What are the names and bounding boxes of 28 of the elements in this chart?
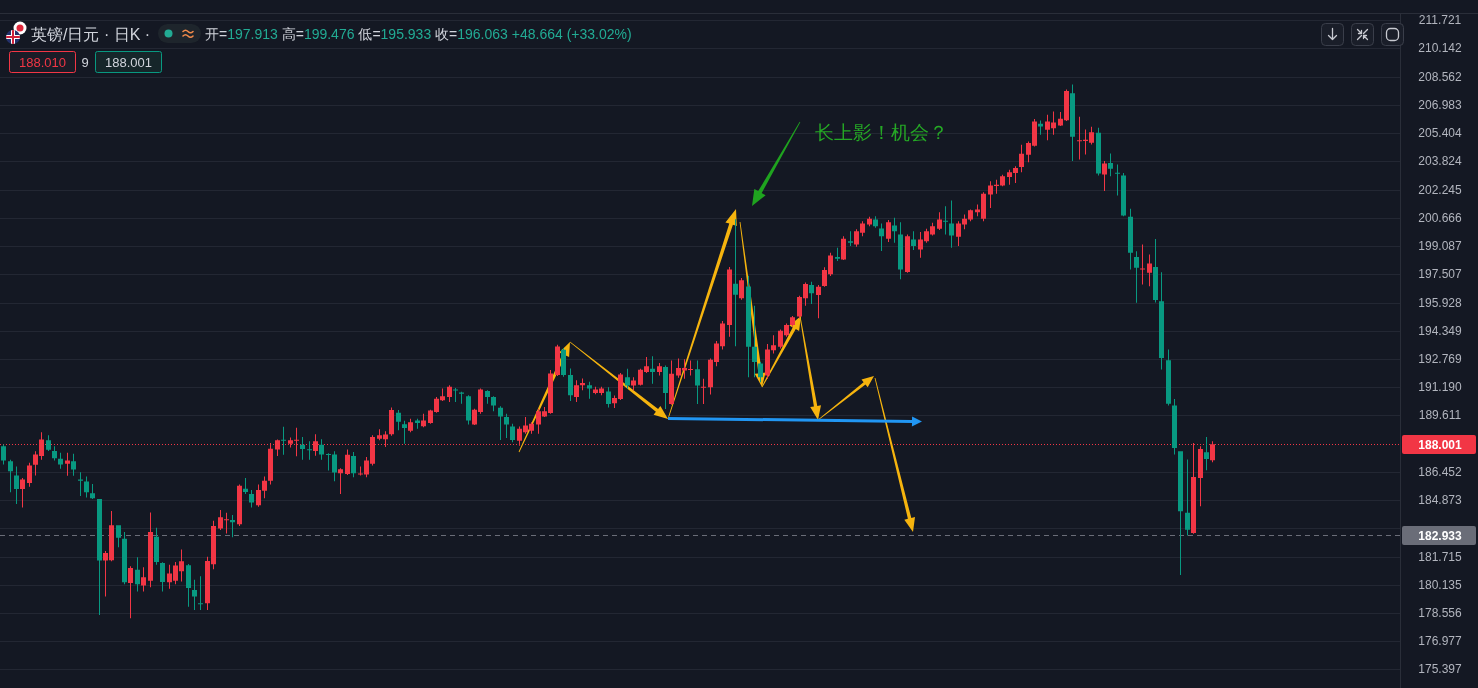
y-tick-label: 184.873 [1418, 493, 1463, 508]
annotation: 188.010 [19, 54, 66, 70]
subtitle: 开=197.913 高=199.476 低=195.933 收=196.063 +48.664 (+33.02%) [205, 26, 632, 42]
y-tick-label: 211.721 [1418, 13, 1462, 28]
y-tick-label: 205.404 [1418, 126, 1463, 141]
ref-line-label: 182.933 [1418, 528, 1463, 543]
ref-line-label: 188.001 [1418, 437, 1463, 452]
y-tick-label: 195.928 [1418, 295, 1463, 310]
y-tick-label: 199.087 [1418, 239, 1463, 254]
y-tick-label: 192.769 [1418, 351, 1463, 366]
y-tick-label: 180.135 [1418, 577, 1463, 592]
title: 英镑/日元 · 日K · [31, 25, 151, 43]
annotation: 188.001 [105, 54, 152, 70]
y-tick-label: 202.245 [1418, 182, 1463, 197]
y-tick-label: 189.611 [1418, 408, 1462, 423]
y-tick-label: 203.824 [1418, 154, 1463, 169]
y-tick-label: 194.349 [1418, 323, 1463, 338]
y-tick-label: 181.715 [1418, 549, 1463, 564]
y-tick-label: 175.397 [1418, 662, 1463, 677]
y-tick-label: 197.507 [1418, 267, 1463, 282]
y-tick-label: 210.142 [1418, 41, 1463, 56]
y-tick-label: 186.452 [1418, 464, 1463, 479]
y-tick-label: 200.666 [1418, 210, 1463, 225]
y-tick-label: 206.983 [1418, 97, 1463, 112]
y-tick-label: 178.556 [1418, 606, 1463, 620]
y-tick-label: 176.977 [1418, 634, 1463, 649]
y-tick-label: 208.562 [1418, 69, 1463, 84]
y-tick-label: 191.190 [1418, 380, 1463, 395]
